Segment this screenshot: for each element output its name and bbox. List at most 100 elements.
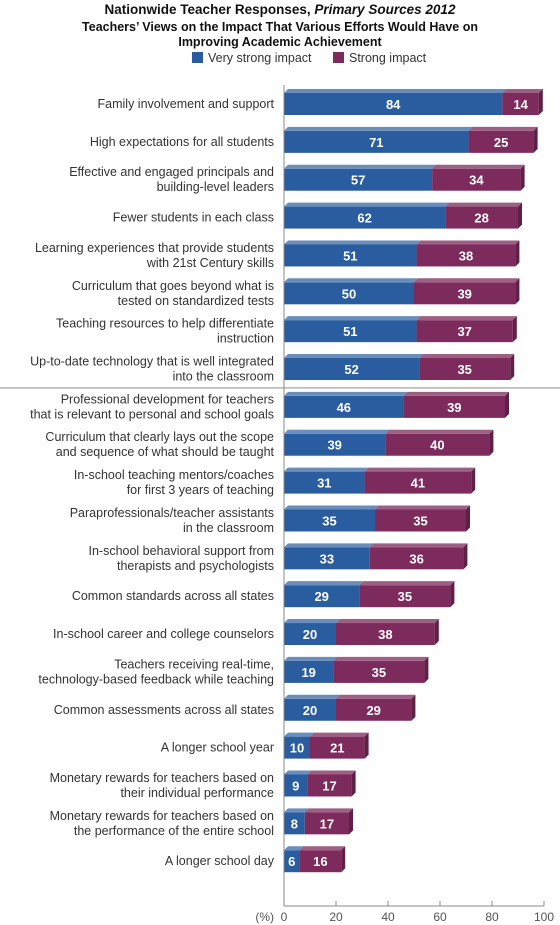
value-label-strong: 38: [459, 248, 473, 263]
chart-title-line-3: Improving Academic Achievement: [178, 35, 382, 49]
bar-very-strong: [284, 93, 503, 115]
category-label-line: Monetary rewards for teachers based on: [50, 771, 274, 785]
bar-strong-top: [403, 391, 509, 396]
bar-very-strong-top: [284, 656, 338, 661]
category-label-line: their individual performance: [120, 786, 274, 800]
bar-very-strong: [284, 547, 370, 570]
bar-strong-top: [364, 467, 476, 472]
bar-very-strong-top: [284, 89, 507, 93]
bar-strong: [416, 320, 513, 343]
category-label-line: Monetary rewards for teachers based on: [50, 809, 274, 823]
bar-very-strong: [284, 471, 365, 494]
category-label-line: and sequence of what should be taught: [56, 445, 275, 459]
category-label: A longer school day: [165, 854, 275, 868]
bar-very-strong-top: [284, 543, 374, 548]
category-label: Up-to-date technology that is well integ…: [30, 355, 274, 384]
category-label-line: therapists and psychologists: [117, 559, 274, 573]
bar-strong-side: [411, 694, 416, 721]
x-tick-label: 80: [485, 910, 499, 924]
bar-very-strong-top: [284, 278, 418, 283]
bar-strong-top: [336, 694, 416, 699]
value-label-very-strong: 46: [337, 400, 351, 415]
category-label-line: Up-to-date technology that is well integ…: [30, 355, 274, 369]
bar-very-strong-top: [284, 732, 314, 737]
value-label-very-strong: 29: [314, 589, 328, 604]
value-label-very-strong: 6: [288, 854, 295, 869]
category-label: High expectations for all students: [90, 135, 274, 149]
category-label: Professional development for teachers tha…: [30, 392, 274, 421]
value-label-strong: 14: [513, 97, 528, 112]
bars-group: 84 14 71 25 57 34 62 28 51 38 50 39 51 37 52 35 46 39 39 40…: [284, 89, 543, 873]
bar-strong-top: [468, 126, 538, 131]
bar-strong: [299, 850, 342, 873]
x-tick-label: 20: [329, 910, 343, 924]
x-tick-label: 100: [534, 910, 554, 924]
value-label-very-strong: 57: [351, 173, 365, 188]
bar-strong-side: [515, 278, 520, 305]
x-tick-label: 40: [381, 910, 395, 924]
category-label: Curriculum that clearly lays out the sco…: [45, 430, 274, 459]
bar-strong-top: [336, 619, 439, 624]
category-label: Effective and engaged principals and buil…: [69, 165, 274, 194]
bar-very-strong: [284, 660, 334, 683]
chart-title-main: Nationwide Teacher Responses,: [105, 2, 315, 17]
value-label-strong: 29: [366, 703, 380, 718]
bar-strong-side: [510, 354, 515, 381]
bar-strong-top: [414, 278, 520, 283]
category-labels-group: Family involvement and support High expec…: [30, 97, 275, 868]
category-label: Common assessments across all states: [54, 703, 274, 717]
category-label: Fewer students in each class: [113, 211, 274, 225]
bar-very-strong-top: [284, 467, 369, 472]
category-label-line: Learning experiences that provide studen…: [35, 241, 274, 255]
category-label-line: instruction: [217, 332, 274, 346]
category-label-line: Common assessments across all states: [54, 703, 274, 717]
value-label-very-strong: 62: [357, 211, 371, 226]
bar-very-strong: [284, 509, 375, 532]
bar-strong: [310, 736, 365, 759]
bar-strong: [336, 698, 412, 721]
category-label-line: Teachers receiving real-time,: [114, 657, 274, 671]
bar-strong-side: [463, 543, 468, 570]
value-label-strong: 35: [398, 589, 412, 604]
category-label-line: for first 3 years of teaching: [127, 483, 274, 497]
category-label: A longer school year: [161, 741, 274, 755]
category-label-line: Professional development for teachers: [61, 392, 274, 406]
category-label: Teaching resources to help differentiate…: [56, 317, 274, 346]
bar-strong-side: [434, 619, 439, 646]
category-label-line: tested on standardized tests: [118, 294, 274, 308]
bar-very-strong: [284, 850, 300, 873]
bar-very-strong: [284, 698, 336, 721]
value-label-strong: 35: [413, 513, 427, 528]
value-label-very-strong: 52: [344, 362, 358, 377]
value-label-strong: 28: [474, 211, 488, 226]
bar-very-strong: [284, 812, 305, 835]
bar-strong-top: [359, 581, 455, 586]
x-axis: 0 20 40 60 80 100 (%): [0, 85, 560, 924]
bar-very-strong: [284, 130, 469, 153]
value-label-very-strong: 20: [303, 627, 317, 642]
value-label-very-strong: 8: [291, 816, 298, 831]
legend-label-strong: Strong impact: [349, 51, 427, 65]
category-label: Teachers receiving real-time, technology-…: [38, 657, 274, 686]
value-label-strong: 16: [313, 854, 327, 869]
value-label-strong: 41: [411, 476, 425, 491]
bar-strong-side: [341, 846, 346, 873]
value-label-very-strong: 31: [317, 476, 331, 491]
bar-strong-side: [489, 429, 494, 456]
value-label-very-strong: 19: [301, 665, 315, 680]
bar-strong-side: [471, 467, 476, 494]
bar-very-strong-top: [284, 429, 390, 434]
bar-very-strong: [284, 623, 336, 646]
category-label-line: A longer school day: [165, 854, 275, 868]
bar-strong: [414, 282, 516, 305]
value-label-strong: 40: [430, 438, 444, 453]
value-label-strong: 38: [378, 627, 392, 642]
bar-strong-side: [518, 202, 522, 229]
x-tick-label: 60: [433, 910, 447, 924]
bar-strong: [468, 130, 534, 153]
category-label-line: In-school career and college counselors: [53, 627, 274, 641]
category-label-line: with 21st Century skills: [146, 256, 274, 270]
value-label-strong: 39: [447, 400, 461, 415]
category-label-line: Paraprofessionals/teacher assistants: [70, 506, 274, 520]
bar-strong-top: [369, 543, 468, 548]
